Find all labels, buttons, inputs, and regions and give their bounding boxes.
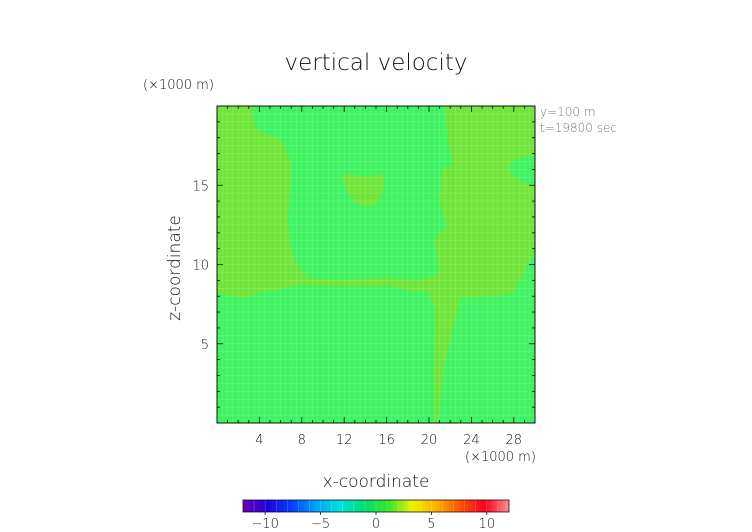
x-tick-label: 28 xyxy=(506,433,523,448)
colorbar: −10 −5 0 5 10 xyxy=(242,499,510,532)
colorbar-fill xyxy=(243,500,509,512)
colorbar-tick-label: 10 xyxy=(479,517,496,532)
chart-title: vertical velocity xyxy=(285,50,468,76)
colorbar-tick-label: −5 xyxy=(311,517,330,532)
updraft-region-0 xyxy=(217,106,535,423)
colorbar-cells xyxy=(253,500,499,512)
y-tick-label: 10 xyxy=(192,259,209,274)
x-axis-label: x-coordinate xyxy=(323,472,430,492)
plot-area: 4 8 12 16 20 24 28 5 10 15 xyxy=(192,105,536,448)
colorbar-tick-label: −10 xyxy=(251,517,278,532)
y-unit-label: (×1000 m) xyxy=(143,78,214,93)
colorbar-tick-label: 0 xyxy=(372,517,380,532)
y-axis-label: z-coordinate xyxy=(165,215,185,321)
x-tick-label: 20 xyxy=(421,433,438,448)
x-tick-label: 12 xyxy=(336,433,353,448)
annotation-y-position: y=100 m xyxy=(540,105,596,119)
plot-frame xyxy=(216,105,536,424)
y-ticks: 5 10 15 xyxy=(192,121,535,408)
x-tick-label: 16 xyxy=(378,433,395,448)
x-unit-label: (×1000 m) xyxy=(465,450,536,465)
updraft-regions xyxy=(217,106,535,423)
y-tick-label: 5 xyxy=(201,338,209,353)
x-tick-label: 8 xyxy=(298,433,306,448)
updraft-region-1 xyxy=(342,174,385,208)
colorbar-tick-label: 5 xyxy=(427,517,435,532)
annotation-time: t=19800 sec xyxy=(540,121,617,135)
grid-lines xyxy=(217,106,535,423)
colorbar-ticks: −10 −5 0 5 10 xyxy=(251,512,495,532)
y-tick-label: 15 xyxy=(192,179,209,194)
x-tick-label: 4 xyxy=(255,433,263,448)
x-tick-label: 24 xyxy=(463,433,480,448)
